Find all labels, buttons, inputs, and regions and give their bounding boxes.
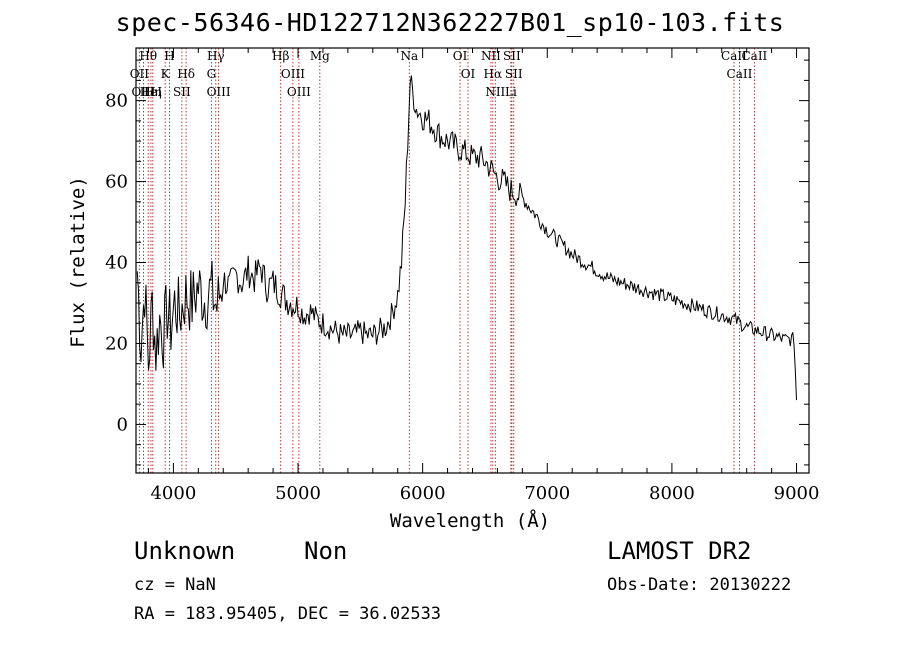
line-marker-label: SII <box>173 85 191 99</box>
axis-ticks: 4000 5000 6000 7000 8000 9000 0 20 40 60 80 <box>105 48 819 504</box>
plot-frame <box>135 47 810 474</box>
series-layer <box>136 75 797 401</box>
y-tick-label: 80 <box>105 91 128 112</box>
x-axis-label: Wavelength (Å) <box>389 510 551 532</box>
x-tick-label: 7000 <box>524 483 570 504</box>
line-marker-label: OIII <box>281 67 305 81</box>
observation-date: Obs-Date: 20130222 <box>607 575 792 595</box>
y-tick-label: 0 <box>117 414 128 435</box>
line-marker-label: CaII <box>727 67 753 81</box>
survey-name: LAMOST DR2 <box>607 537 752 565</box>
y-tick-label: 40 <box>105 253 128 274</box>
line-marker-label: Hγ <box>207 49 225 63</box>
line-marker-label: NII <box>481 49 501 63</box>
x-tick-label: 9000 <box>774 483 820 504</box>
line-marker-label: NII <box>485 85 505 99</box>
line-marker-label: OI <box>461 67 476 81</box>
line-marker-label: K <box>161 67 171 81</box>
line-marker-label: CaII <box>741 49 767 63</box>
object-class: Unknown <box>134 537 236 565</box>
line-markers <box>138 48 755 473</box>
line-marker-label: G <box>207 67 217 81</box>
line-marker-label: CaII <box>721 49 747 63</box>
series-line <box>136 75 797 401</box>
x-tick-label: 4000 <box>150 483 196 504</box>
object-subclass: Non <box>304 537 348 565</box>
line-marker-label: SII <box>503 49 521 63</box>
line-marker-label: OII <box>130 67 150 81</box>
x-tick-label: 5000 <box>275 483 321 504</box>
line-marker-label: OIII <box>207 85 231 99</box>
line-marker-label: OIII <box>131 85 155 99</box>
line-marker-label: OI <box>453 49 468 63</box>
line-marker-label: Na <box>400 49 418 63</box>
line-marker-labels: HθOIIOIIIHeIHηKHSIIHδHγGOIIIHβOIIIOIIIMg… <box>130 49 768 99</box>
coordinates-radec: RA = 183.95405, DEC = 36.02533 <box>134 604 442 624</box>
y-axis-label: Flux (relative) <box>67 176 89 348</box>
chart-title: spec-56346-HD122712N362227B01_sp10-103.f… <box>115 8 785 37</box>
y-tick-label: 60 <box>105 172 128 193</box>
line-marker-label: Hθ <box>139 49 157 63</box>
redshift-cz: cz = NaN <box>134 575 216 595</box>
line-marker-label: OIII <box>287 85 311 99</box>
line-marker-label: SII <box>505 67 523 81</box>
line-marker-label: Li <box>505 85 517 99</box>
x-tick-label: 8000 <box>649 483 695 504</box>
line-marker-label: Hη <box>144 85 162 99</box>
x-tick-label: 6000 <box>400 483 446 504</box>
line-marker-label: Hδ <box>177 67 195 81</box>
line-marker-label: H <box>164 49 174 63</box>
line-marker-label: HeI <box>140 85 163 99</box>
line-marker-label: Mg <box>310 49 330 63</box>
line-marker-label: Hβ <box>272 49 289 63</box>
y-tick-label: 20 <box>105 333 128 354</box>
line-marker-label: Hα <box>484 67 503 81</box>
